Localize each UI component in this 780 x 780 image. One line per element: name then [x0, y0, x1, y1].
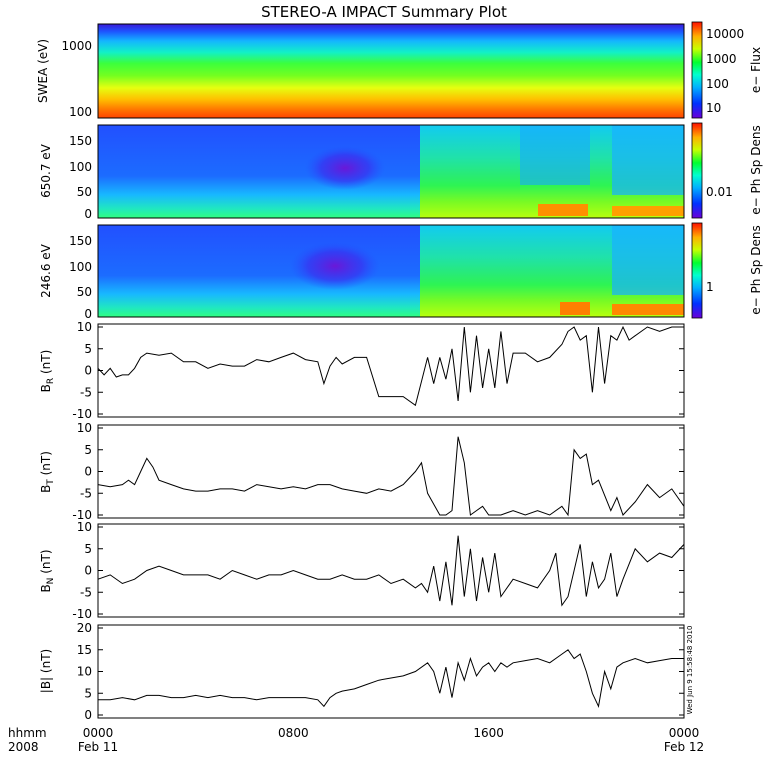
pad2-frame	[97, 224, 685, 318]
pad2-ytick-label: 0	[84, 307, 92, 321]
pad1-panel: 650.7 eV 150 100 50 0 0.01 e− Ph Sp Dens	[39, 122, 763, 221]
pad1-orange-band	[612, 206, 684, 216]
xaxis-tick-label: 0800	[278, 726, 309, 740]
pad1-purple-blob	[305, 146, 385, 190]
bt-yticks: -10 -5 0 5 10	[72, 421, 684, 522]
timestamp-label: Wed Jun 9 15:58:48 2010	[686, 626, 694, 715]
bt-ytick-label: 5	[84, 443, 92, 457]
pad1-frame	[97, 124, 685, 219]
br-ytick-label: 5	[84, 342, 92, 356]
bmag-ytick-label: 0	[84, 708, 92, 722]
bt-ytick-label: -10	[72, 508, 92, 522]
pad1-ytick-label: 150	[69, 134, 92, 148]
bn-yticks: -10 -5 0 5 10	[72, 520, 684, 621]
bt-ytick-label: -5	[80, 486, 92, 500]
figure-title: STEREO-A IMPACT Summary Plot	[261, 3, 507, 21]
xaxis-tick-label: 0000	[83, 726, 114, 740]
br-ytick-label: -5	[80, 385, 92, 399]
pad1-blue-gap	[612, 125, 684, 195]
br-yticks: -10 -5 0 5 10	[72, 320, 684, 421]
bmag-series-line	[98, 649, 684, 708]
pad2-cbar-tick: 1	[706, 280, 714, 294]
xaxis-row1-label: hhmm	[8, 726, 47, 740]
swea-cbar-tick: 10	[706, 101, 721, 115]
bmag-frame	[97, 624, 685, 719]
swea-cbar-tick: 10000	[706, 27, 744, 41]
xaxis-tick-label: 1600	[473, 726, 504, 740]
swea-cbar-label: e− Flux	[749, 47, 763, 93]
bmag-ylabel: |B| (nT)	[39, 649, 53, 693]
br-ytick-label: 0	[84, 364, 92, 378]
swea-ytick-label: 1000	[61, 39, 92, 53]
swea-frame	[97, 23, 685, 119]
pad1-ytick-label: 50	[77, 185, 92, 199]
bt-ytick-label: 0	[84, 465, 92, 479]
bn-ytick-label: 10	[77, 520, 92, 534]
pad2-ytick-label: 50	[77, 285, 92, 299]
bn-ytick-label: 0	[84, 564, 92, 578]
pad2-ytick-label: 100	[69, 260, 92, 274]
pad2-blue-gap	[612, 225, 684, 295]
pad2-orange-band	[612, 304, 684, 315]
xaxis-date-label: Feb 12	[664, 740, 704, 754]
pad1-cbar-label: e− Ph Sp Dens	[749, 125, 763, 214]
swea-ylabel: SWEA (eV)	[36, 39, 50, 103]
bmag-ytick-label: 5	[84, 686, 92, 700]
br-frame	[97, 323, 685, 418]
pad2-ytick-label: 150	[69, 234, 92, 248]
br-series-line	[97, 325, 684, 407]
bt-ytick-label: 10	[77, 421, 92, 435]
xaxis-tick-label: 0000	[669, 726, 700, 740]
swea-colorbar	[691, 21, 703, 119]
br-panel: BR (nT) -10 -5 0 5 10	[39, 320, 685, 421]
swea-ytick-label: 100	[69, 105, 92, 119]
bmag-ytick-label: 10	[77, 665, 92, 679]
pad2-cbar-label: e− Ph Sp Dens	[749, 225, 763, 314]
pad2-panel: 246.6 eV 150 100 50 0 1 e− Ph Sp Dens	[39, 222, 763, 321]
pad1-ylabel: 650.7 eV	[39, 143, 53, 198]
bn-ytick-label: -10	[72, 607, 92, 621]
bn-panel: BN (nT) -10 -5 0 5 10	[39, 520, 685, 621]
pad1-ytick-label: 100	[69, 160, 92, 174]
swea-spectrogram	[98, 24, 684, 118]
swea-cbar-tick: 100	[706, 77, 729, 91]
bmag-ytick-label: 15	[77, 643, 92, 657]
bmag-ytick-label: 20	[77, 621, 92, 635]
pad2-ylabel: 246.6 eV	[39, 243, 53, 298]
bt-ylabel: BT (nT)	[39, 451, 56, 493]
bn-frame	[97, 523, 685, 618]
xaxis-date-label: Feb 11	[78, 740, 118, 754]
bn-series-line	[97, 535, 685, 607]
br-ylabel: BR (nT)	[39, 350, 56, 393]
br-ytick-label: 10	[77, 320, 92, 334]
pad2-purple-blob	[290, 242, 380, 290]
pad1-ytick-label: 0	[84, 207, 92, 221]
bt-panel: BT (nT) -10 -5 0 5 10	[39, 421, 685, 522]
bmag-panel: |B| (nT) 0 5 10 15 20 Wed Jun 9 15:58:48 201…	[39, 621, 694, 722]
swea-panel: SWEA (eV) 1000 100 10000 1000 100 10 e− …	[36, 21, 763, 119]
xaxis-row2-label: 2008	[8, 740, 39, 754]
bn-ylabel: BN (nT)	[39, 549, 56, 592]
pad1-orange-band	[538, 204, 588, 216]
pad1-blue-gap	[520, 125, 590, 185]
pad1-colorbar	[691, 122, 703, 219]
pad2-orange-band	[560, 302, 590, 315]
bt-frame	[97, 424, 685, 519]
br-ytick-label: -10	[72, 407, 92, 421]
bmag-yticks: 0 5 10 15 20	[77, 621, 684, 722]
bt-series-line	[97, 436, 685, 517]
swea-cbar-tick: 1000	[706, 52, 737, 66]
pad2-colorbar	[691, 222, 703, 319]
bn-ytick-label: -5	[80, 585, 92, 599]
bn-ytick-label: 5	[84, 542, 92, 556]
pad1-cbar-tick: 0.01	[706, 185, 733, 199]
